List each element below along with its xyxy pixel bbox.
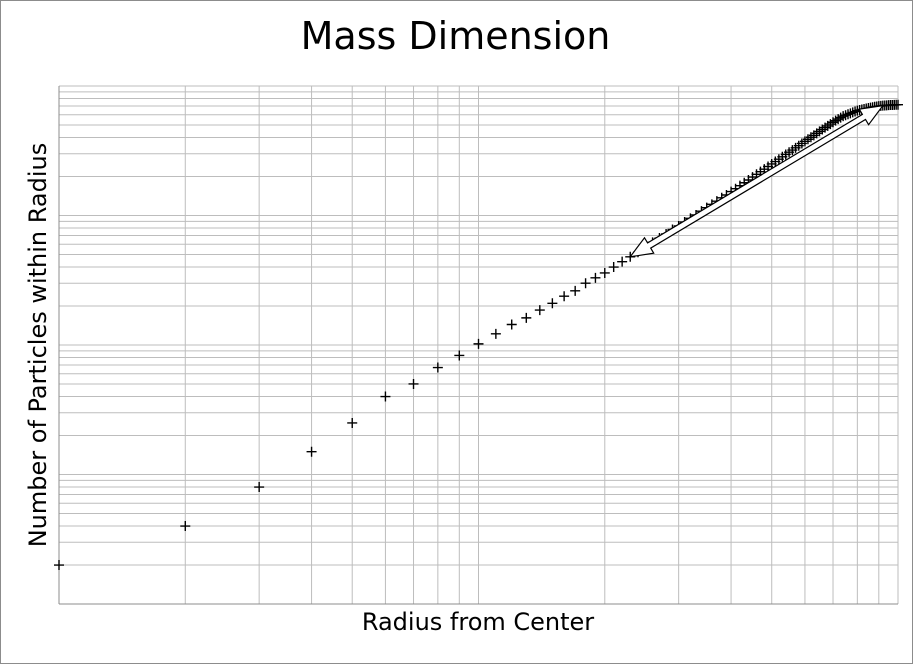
data-point xyxy=(347,417,358,428)
data-point xyxy=(506,319,517,330)
data-point xyxy=(830,115,841,126)
chart-title: Mass Dimension xyxy=(300,14,611,58)
data-point xyxy=(521,312,532,323)
double-arrow xyxy=(628,104,885,258)
data-point xyxy=(534,305,545,316)
data-point xyxy=(54,560,64,571)
data-point xyxy=(490,328,501,339)
data-point xyxy=(840,110,851,121)
data-point xyxy=(847,107,858,118)
data-point xyxy=(608,262,619,273)
data-point xyxy=(473,338,484,349)
data-point xyxy=(617,256,628,267)
data-point xyxy=(893,99,903,110)
data-point xyxy=(432,362,443,373)
data-point xyxy=(835,112,846,123)
data-point xyxy=(559,291,570,302)
data-point xyxy=(580,278,591,289)
data-point xyxy=(838,111,849,122)
data-point xyxy=(845,108,856,119)
data-point xyxy=(380,391,391,402)
x-axis-label: Radius from Center xyxy=(361,608,595,636)
data-point xyxy=(843,109,854,120)
data-point xyxy=(599,267,610,278)
data-point xyxy=(828,117,839,128)
data-point xyxy=(850,106,861,117)
data-point xyxy=(547,298,558,309)
data-point xyxy=(570,285,581,296)
data-point xyxy=(408,378,419,389)
data-point xyxy=(825,119,836,130)
data-point xyxy=(590,272,601,283)
axes xyxy=(58,86,898,605)
data-point xyxy=(454,350,465,361)
data-point xyxy=(180,521,191,532)
annotation-arrow xyxy=(628,104,885,258)
data-point xyxy=(254,482,265,493)
data-point xyxy=(306,446,317,457)
